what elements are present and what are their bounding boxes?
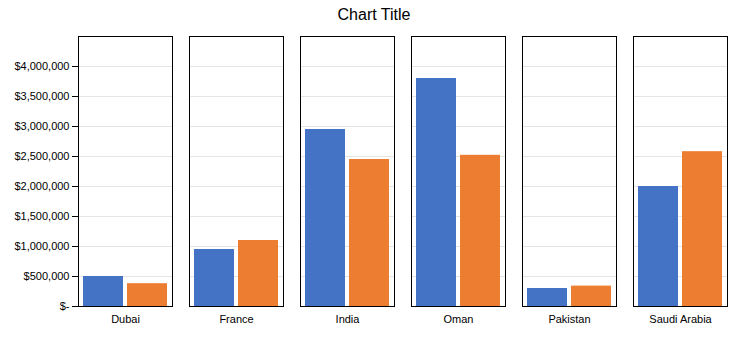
svg-text:$2,000,000: $2,000,000: [14, 180, 69, 192]
svg-text:Oman: Oman: [444, 313, 474, 325]
svg-text:$-: $-: [60, 300, 70, 312]
svg-text:Dubai: Dubai: [111, 313, 140, 325]
svg-text:$1,000,000: $1,000,000: [14, 240, 69, 252]
svg-text:Saudi Arabia: Saudi Arabia: [649, 313, 712, 325]
svg-text:India: India: [336, 313, 361, 325]
svg-text:$1,500,000: $1,500,000: [14, 210, 69, 222]
svg-text:$3,000,000: $3,000,000: [14, 120, 69, 132]
svg-text:France: France: [219, 313, 253, 325]
svg-text:$2,500,000: $2,500,000: [14, 150, 69, 162]
svg-text:$500,000: $500,000: [24, 270, 70, 282]
svg-text:$4,000,000: $4,000,000: [14, 60, 69, 72]
svg-text:$3,500,000: $3,500,000: [14, 90, 69, 102]
html-text:Chart Title: Chart Title: [337, 6, 411, 23]
svg-text:Pakistan: Pakistan: [548, 313, 590, 325]
